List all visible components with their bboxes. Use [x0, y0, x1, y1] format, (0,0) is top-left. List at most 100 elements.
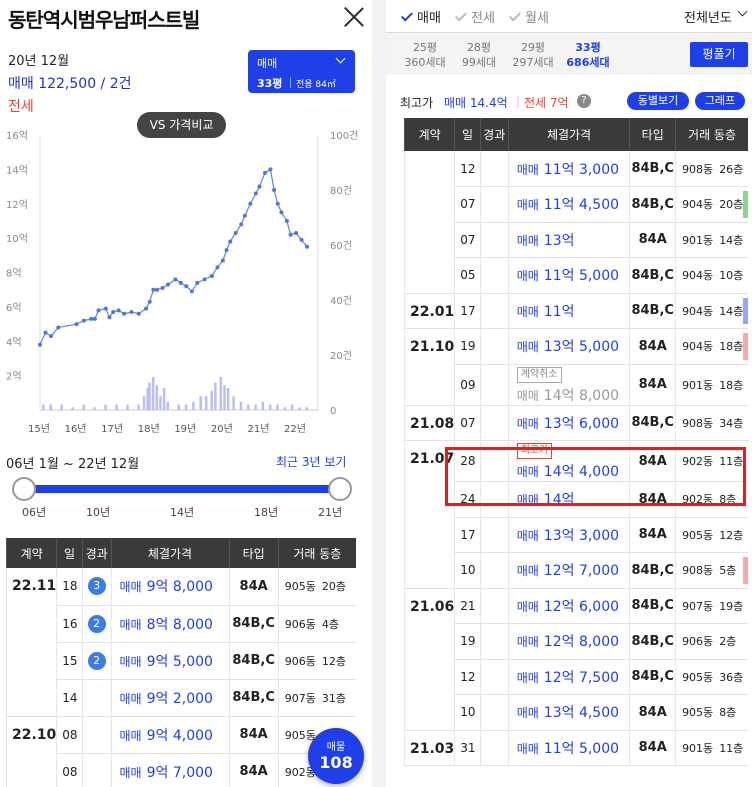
pyeong-option-25[interactable]: 25평 360세대	[404, 41, 446, 69]
range-slider-start-handle[interactable]	[12, 477, 36, 501]
price-point	[262, 170, 267, 175]
range-slider-end-handle[interactable]	[328, 477, 352, 501]
table-row[interactable]: 12 매매 11억 3,000 84B,C 908동 26층	[403, 151, 748, 294]
table-row[interactable]: 12 매매 12억 7,500 84B,C 905동 36층	[405, 659, 748, 695]
elapsed-badge: 2	[87, 651, 106, 670]
dong: 905동	[682, 670, 714, 684]
unit-type: 84B,C	[629, 151, 676, 187]
elapsed-cell	[479, 151, 509, 187]
price-cell: 매매 9억 8,000	[110, 568, 229, 606]
volume-bar	[254, 404, 257, 410]
volume-bar	[204, 396, 208, 410]
table-row[interactable]: 09 계약취소 매매 14억 8,000 84A 901동 18층	[405, 364, 748, 406]
tab-sale[interactable]: 매매	[400, 7, 441, 26]
dong: 902동	[682, 455, 714, 468]
column-header: 일	[454, 118, 481, 151]
column-header: 일	[56, 538, 83, 568]
unit-type: 84B,C	[228, 679, 279, 717]
volume-bar	[126, 404, 129, 410]
pyeong-expand-button[interactable]: 평풀기	[690, 42, 748, 67]
year-select[interactable]: 전체년도	[684, 11, 732, 26]
pyeong-option-28[interactable]: 28평 99세대	[461, 41, 497, 69]
volume-bar	[93, 407, 96, 410]
table-row[interactable]: 14 매매 9억 2,000 84B,C 907동 31층	[7, 679, 356, 717]
price-cell: 계약취소 매매 14억 8,000	[507, 364, 630, 406]
volume-bar	[305, 407, 309, 410]
contract-month: 22.11	[5, 568, 57, 717]
table-row[interactable]: 07 매매 11억 4,500 84B,C 904동 20층	[405, 186, 748, 223]
deal-price: 9억 2,000	[146, 690, 213, 707]
floor: 12층	[321, 654, 346, 668]
contract-day: 18	[56, 568, 83, 606]
tab-wolse[interactable]: 월세	[508, 7, 549, 26]
deal-kind: 매매	[516, 564, 539, 579]
complex-title: 동탄역시범우남퍼스트빌	[8, 8, 200, 32]
high-jeonse: 전세 7억	[524, 96, 569, 110]
table-row[interactable]: 10 매매 13억 4,500 84A 905동 8층	[405, 694, 748, 731]
price-point	[74, 322, 79, 327]
pyeong-option-29[interactable]: 29평 297세대	[512, 41, 554, 69]
y2-tick-label: 80건	[330, 185, 352, 197]
elapsed-cell	[479, 186, 509, 223]
table-row[interactable]: 16 2 매매 8억 8,000 84B,C 906동 4층	[7, 605, 356, 643]
price-cell: 매매 8억 8,000	[110, 605, 229, 643]
pyeong-option-33[interactable]: 33평 686세대	[566, 41, 610, 69]
graph-button[interactable]: 그래프	[695, 92, 745, 110]
close-icon[interactable]	[343, 6, 365, 28]
table-row[interactable]: 21.03 31 매매 11억 5,000 84A 901동 11층	[403, 730, 748, 766]
x-tick-label: 18년	[138, 423, 160, 435]
dong: 902동	[284, 765, 316, 779]
dong-floor-cell: 904동 18층	[675, 328, 748, 365]
price-point	[288, 232, 293, 237]
elapsed-cell	[479, 694, 509, 731]
deal-kind: 매매	[516, 304, 539, 319]
range-slider-track[interactable]	[24, 485, 340, 493]
tab-jeonse[interactable]: 전세	[454, 7, 495, 26]
pyeong-dropdown[interactable]: 매매 33평 전용 84㎡	[248, 50, 355, 93]
dong-floor-cell: 901동 14층	[675, 222, 748, 258]
table-row[interactable]: 15 2 매매 9억 5,000 84B,C 906동 12층	[7, 642, 356, 680]
listings-fab-button[interactable]: 매물 108	[308, 728, 364, 784]
floor: 34층	[719, 416, 744, 430]
dong-floor-cell: 901동 11층	[675, 730, 748, 766]
recent-3y-link[interactable]: 최근 3년 보기	[276, 455, 347, 469]
dong-floor-cell: 908동 26층	[675, 151, 748, 187]
deal-price: 14억 8,000	[543, 387, 620, 404]
left-panel: 동탄역시범우남퍼스트빌 20년 12월 매매 122,500 / 2건 전세 매…	[0, 0, 372, 787]
dong: 905동	[284, 728, 316, 742]
table-row[interactable]: 22.11 18 3 매매 9억 8,000 84A 905동 20층	[5, 568, 356, 717]
volume-bar	[184, 404, 188, 410]
deal-kind: 매매	[119, 654, 142, 669]
table-row[interactable]: 22.01 17 매매 11억 84B,C 904동 14층	[403, 293, 748, 329]
table-row[interactable]: 07 매매 13억 84A 901동 14층	[405, 222, 748, 258]
dong-floor-cell: 907동 31층	[277, 679, 356, 717]
deal-kind: 매매	[516, 706, 539, 721]
price-point	[202, 277, 207, 282]
dong-view-button[interactable]: 동별보기	[627, 92, 689, 110]
deal-color-marker	[743, 557, 748, 584]
unit-type: 84A	[629, 328, 676, 365]
help-icon[interactable]: ?	[577, 94, 591, 108]
deal-price: 12억 8,000	[543, 634, 620, 651]
table-row[interactable]: 21.10 19 매매 13억 5,000 84A 904동 18층	[403, 328, 748, 406]
chevron-down-icon	[335, 53, 346, 64]
x-tick-label: 15년	[28, 423, 50, 435]
divider	[290, 77, 291, 88]
table-row[interactable]: 05 매매 11억 5,000 84B,C 904동 10층	[405, 257, 748, 294]
vs-compare-button[interactable]: VS 가격비교	[137, 112, 226, 138]
summary-date: 20년 12월	[8, 54, 70, 69]
table-row[interactable]: 19 매매 12억 8,000 84B,C 906동 2층	[405, 623, 748, 660]
deal-price: 8억 8,000	[146, 616, 213, 633]
table-row[interactable]: 17 매매 13억 3,000 84A 905동 12층	[405, 517, 748, 553]
table-row[interactable]: 21.08 07 매매 13억 6,000 84B,C 908동 34층	[403, 405, 748, 441]
unit-type: 84B,C	[629, 552, 676, 589]
unit-type: 84B,C	[629, 293, 676, 329]
range-label: 06년 1월 ~ 22년 12월	[6, 457, 140, 472]
table-row[interactable]: 10 매매 12억 7,000 84B,C 908동 5층	[405, 552, 748, 589]
table-row[interactable]: 21.06 21 매매 12억 6,000 84B,C 907동 19층	[403, 588, 748, 731]
volume-bar	[298, 407, 301, 410]
contract-day: 07	[454, 186, 481, 223]
y-tick-label: 12억	[6, 199, 28, 211]
